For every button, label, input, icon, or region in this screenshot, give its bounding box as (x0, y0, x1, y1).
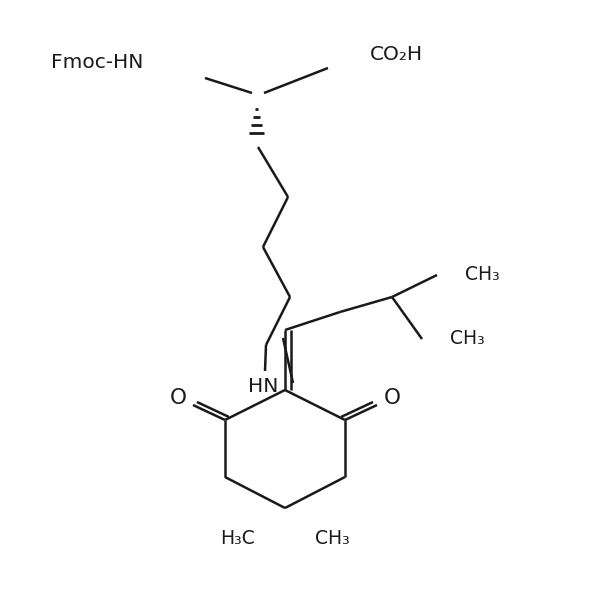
Text: CH₃: CH₃ (465, 266, 500, 285)
Text: O: O (170, 388, 187, 408)
Text: O: O (384, 388, 401, 408)
Text: H₃C: H₃C (220, 529, 255, 548)
Text: CO₂H: CO₂H (370, 46, 423, 65)
Text: HN: HN (248, 378, 278, 397)
Text: CH₃: CH₃ (315, 529, 350, 548)
Text: Fmoc-HN: Fmoc-HN (51, 52, 143, 71)
Text: CH₃: CH₃ (450, 330, 485, 349)
